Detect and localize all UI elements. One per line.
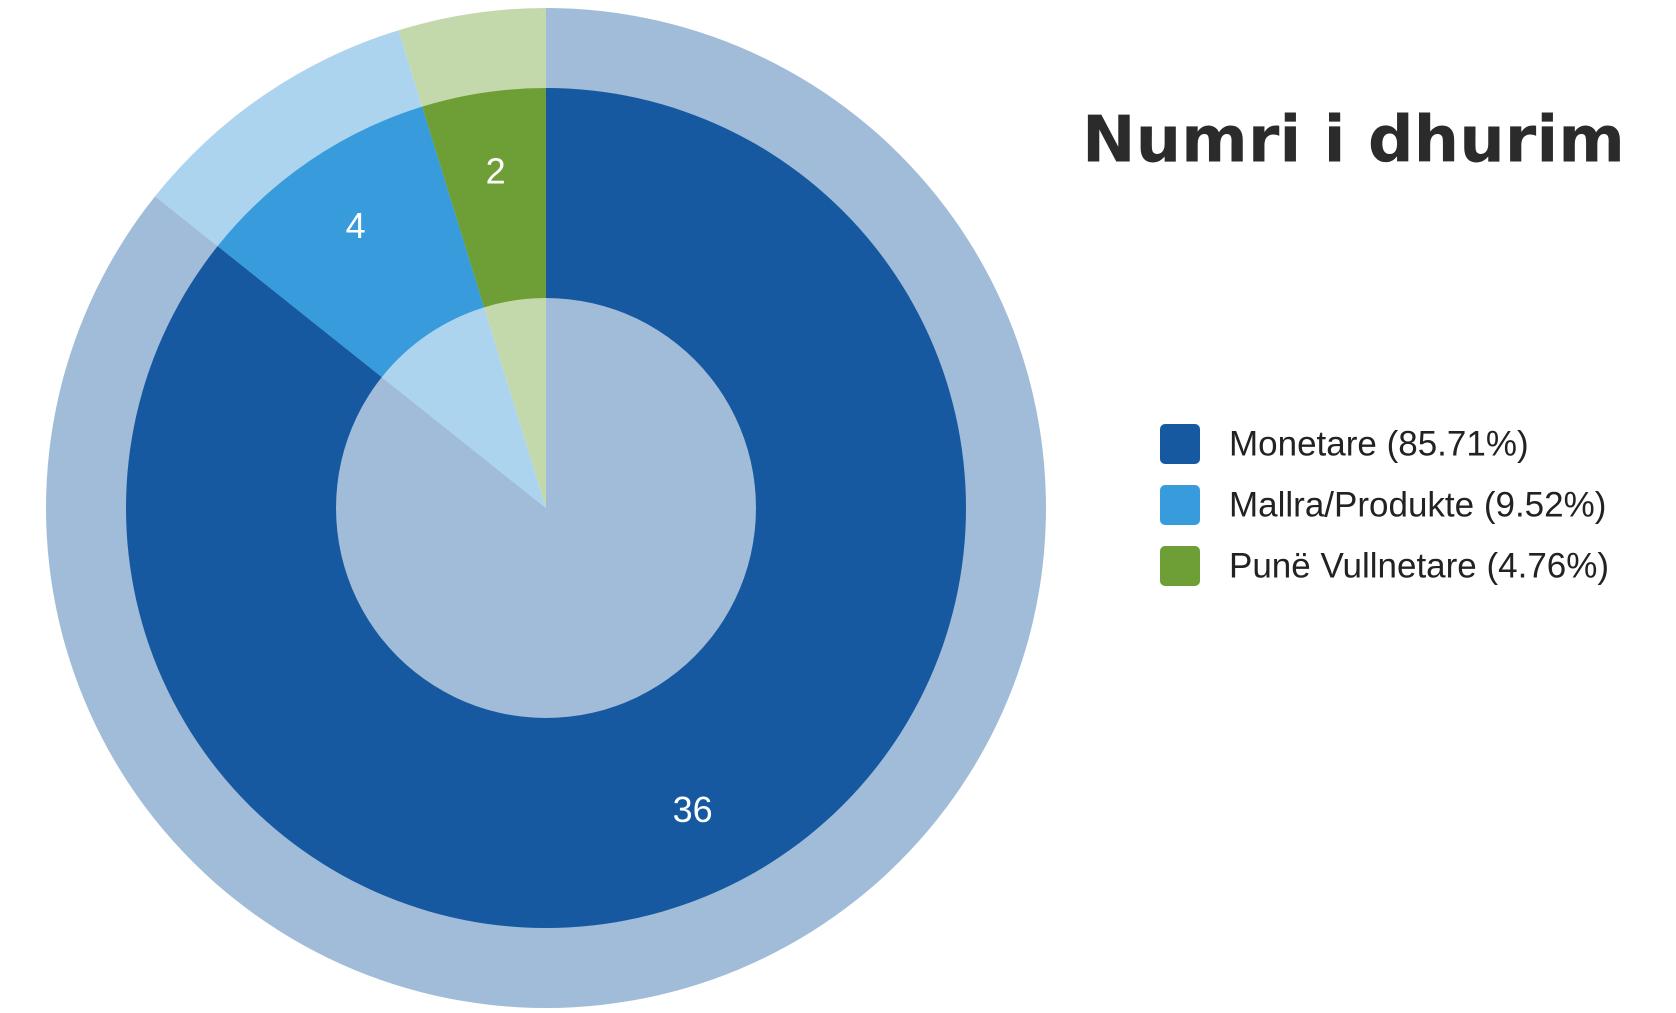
data-label: 36 — [673, 789, 713, 830]
legend-label: Punë Vullnetare (4.76%) — [1229, 546, 1609, 585]
legend-label: Monetare (85.71%) — [1229, 424, 1529, 463]
slice — [422, 88, 546, 308]
slice — [125, 88, 967, 928]
slice — [217, 106, 485, 378]
chart-title: Numri i dhurim — [1082, 104, 1625, 178]
data-label: 2 — [486, 150, 506, 191]
legend-swatch — [1160, 485, 1200, 525]
data-label: 4 — [346, 205, 366, 246]
legend-swatch — [1160, 546, 1200, 586]
legend-swatch — [1160, 424, 1200, 464]
legend-label: Mallra/Produkte (9.52%) — [1229, 485, 1606, 524]
